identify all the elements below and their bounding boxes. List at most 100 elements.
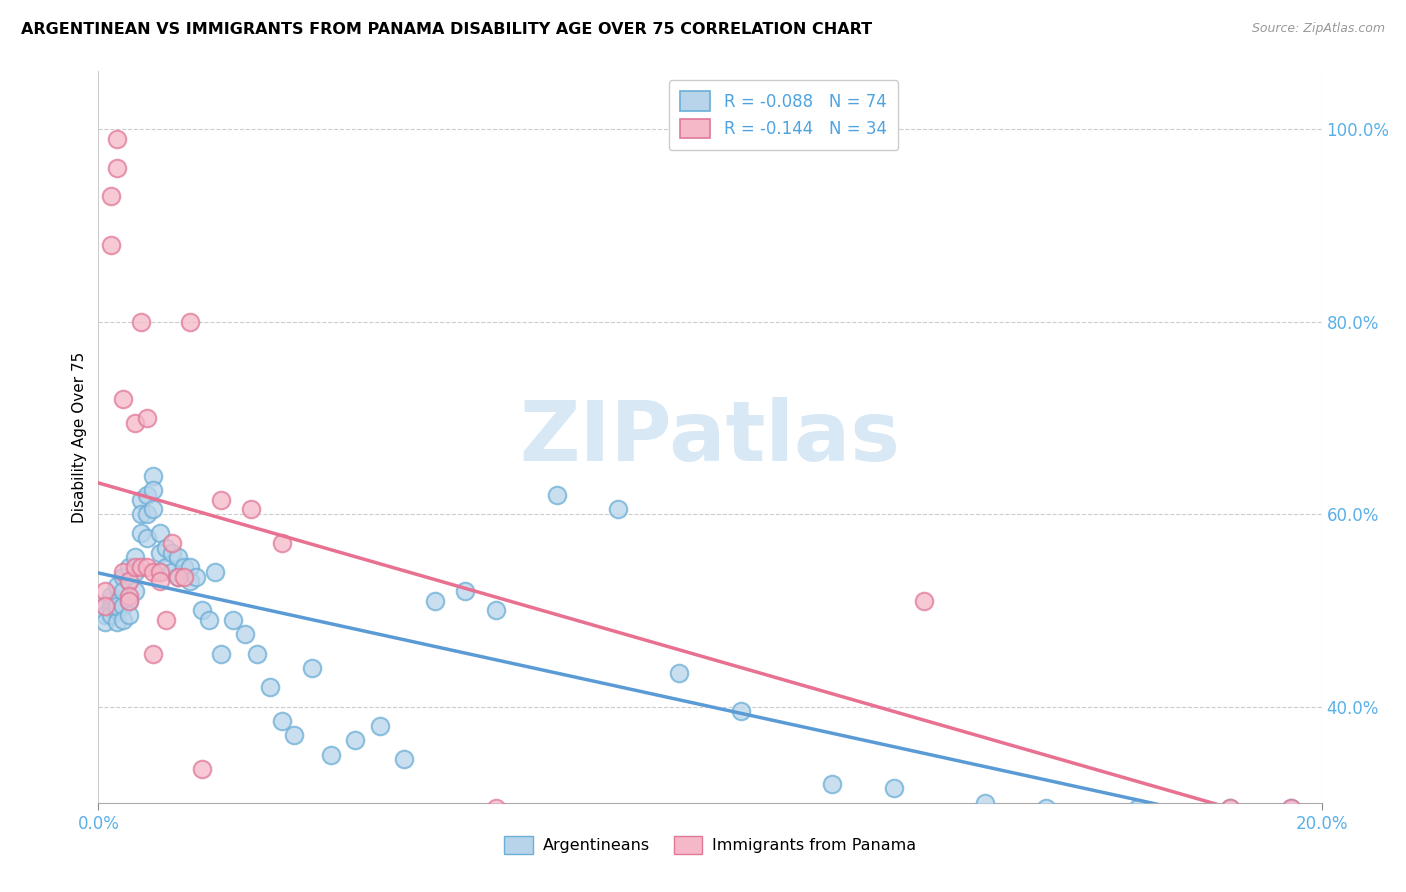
Point bbox=[111, 599, 134, 613]
Point bbox=[319, 747, 342, 762]
Point bbox=[1128, 800, 1150, 814]
Point bbox=[179, 574, 201, 589]
Point bbox=[149, 565, 172, 579]
Text: Source: ZipAtlas.com: Source: ZipAtlas.com bbox=[1251, 22, 1385, 36]
Point bbox=[160, 545, 183, 559]
Point bbox=[368, 719, 391, 733]
Point bbox=[124, 584, 146, 599]
Point bbox=[179, 315, 201, 329]
Point bbox=[105, 603, 128, 617]
Point bbox=[423, 593, 446, 607]
Point bbox=[155, 541, 177, 555]
Point bbox=[105, 132, 128, 146]
Point bbox=[111, 613, 134, 627]
Point bbox=[1219, 800, 1241, 814]
Point bbox=[160, 565, 183, 579]
Point bbox=[149, 545, 172, 559]
Point bbox=[160, 536, 183, 550]
Point bbox=[142, 502, 165, 516]
Point bbox=[668, 665, 690, 680]
Text: ARGENTINEAN VS IMMIGRANTS FROM PANAMA DISABILITY AGE OVER 75 CORRELATION CHART: ARGENTINEAN VS IMMIGRANTS FROM PANAMA DI… bbox=[21, 22, 872, 37]
Point bbox=[124, 565, 146, 579]
Point bbox=[173, 560, 195, 574]
Point bbox=[167, 550, 190, 565]
Point bbox=[222, 613, 245, 627]
Point bbox=[155, 560, 177, 574]
Point bbox=[344, 733, 367, 747]
Point bbox=[93, 615, 115, 629]
Point bbox=[100, 589, 122, 603]
Point bbox=[240, 502, 263, 516]
Point bbox=[167, 569, 190, 583]
Point bbox=[1279, 800, 1302, 814]
Point bbox=[129, 560, 152, 574]
Point bbox=[197, 613, 219, 627]
Point bbox=[100, 189, 122, 203]
Point bbox=[93, 599, 115, 613]
Point bbox=[111, 392, 134, 406]
Point bbox=[149, 526, 172, 541]
Point bbox=[105, 579, 128, 593]
Point bbox=[136, 410, 159, 425]
Point bbox=[105, 593, 128, 607]
Point bbox=[136, 531, 159, 545]
Point bbox=[100, 237, 122, 252]
Point bbox=[204, 565, 226, 579]
Point bbox=[111, 565, 134, 579]
Point bbox=[155, 613, 177, 627]
Point bbox=[149, 574, 172, 589]
Point bbox=[136, 488, 159, 502]
Point bbox=[270, 536, 292, 550]
Point bbox=[118, 608, 141, 623]
Point bbox=[100, 608, 122, 623]
Point bbox=[105, 599, 128, 613]
Point bbox=[1279, 800, 1302, 814]
Point bbox=[246, 647, 269, 661]
Point bbox=[1219, 800, 1241, 814]
Point bbox=[191, 603, 214, 617]
Point bbox=[173, 569, 195, 583]
Point bbox=[142, 468, 165, 483]
Point bbox=[270, 714, 292, 728]
Point bbox=[821, 776, 844, 790]
Point bbox=[118, 589, 141, 603]
Point bbox=[454, 584, 477, 599]
Point bbox=[100, 593, 122, 607]
Point bbox=[105, 615, 128, 629]
Legend: Argentineans, Immigrants from Panama: Argentineans, Immigrants from Panama bbox=[498, 830, 922, 861]
Point bbox=[129, 526, 152, 541]
Text: ZIPatlas: ZIPatlas bbox=[520, 397, 900, 477]
Point bbox=[392, 752, 416, 766]
Point bbox=[142, 647, 165, 661]
Point bbox=[546, 488, 568, 502]
Point bbox=[283, 728, 305, 742]
Point bbox=[485, 603, 508, 617]
Point bbox=[105, 161, 128, 175]
Point bbox=[136, 560, 159, 574]
Point bbox=[259, 681, 281, 695]
Point bbox=[136, 507, 159, 521]
Point bbox=[167, 569, 190, 583]
Point bbox=[191, 762, 214, 776]
Point bbox=[1035, 800, 1057, 814]
Point bbox=[730, 705, 752, 719]
Point bbox=[129, 492, 152, 507]
Point bbox=[111, 584, 134, 599]
Point bbox=[124, 560, 146, 574]
Point bbox=[111, 569, 134, 583]
Point bbox=[118, 593, 141, 607]
Point bbox=[124, 550, 146, 565]
Point bbox=[186, 569, 208, 583]
Point bbox=[118, 574, 141, 589]
Point bbox=[118, 574, 141, 589]
Point bbox=[233, 627, 256, 641]
Point bbox=[883, 781, 905, 796]
Point bbox=[129, 507, 152, 521]
Y-axis label: Disability Age Over 75: Disability Age Over 75 bbox=[72, 351, 87, 523]
Point bbox=[93, 584, 115, 599]
Point bbox=[149, 565, 172, 579]
Point bbox=[124, 416, 146, 430]
Point bbox=[118, 560, 141, 574]
Point bbox=[93, 608, 115, 623]
Point bbox=[179, 560, 201, 574]
